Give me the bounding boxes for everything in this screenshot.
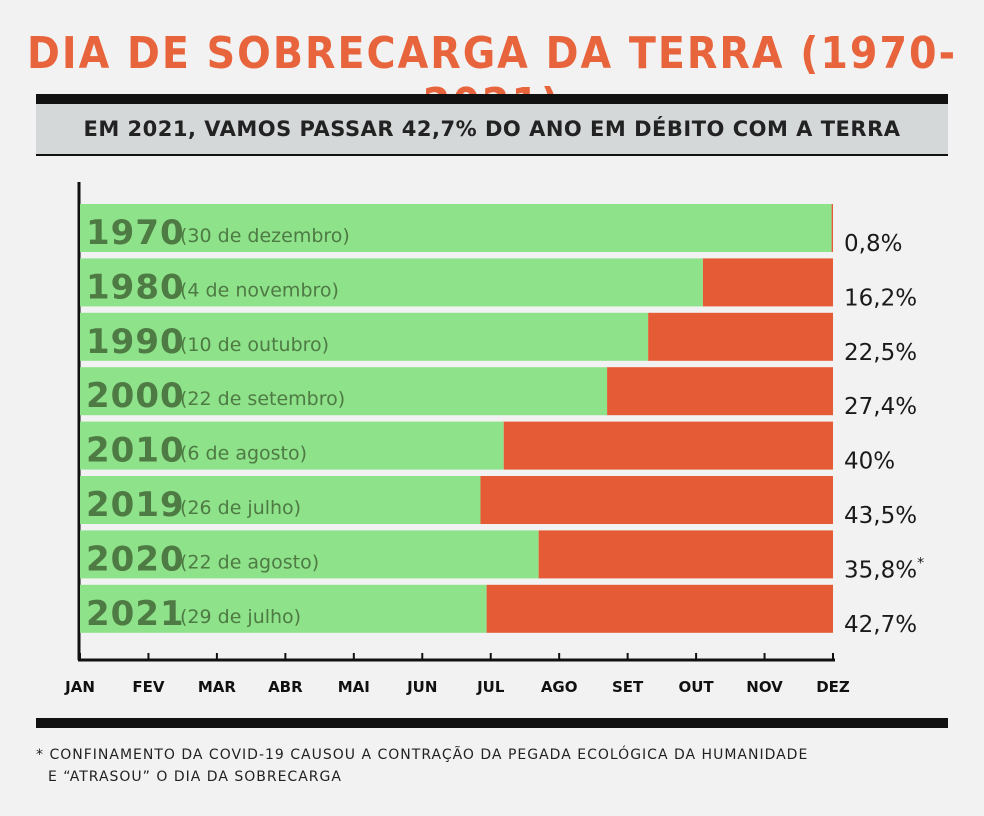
bar-date-label: (4 de novembro) (180, 279, 339, 301)
footnote-mark: * (917, 555, 924, 571)
top-divider (36, 94, 948, 104)
bar-segment-overshoot (607, 367, 833, 416)
x-axis-tick-label: DEZ (816, 678, 850, 696)
bar-year-label: 1980 (86, 267, 185, 307)
bar-segment-overshoot (480, 476, 833, 524)
bar-date-label: (22 de setembro) (180, 388, 345, 410)
bar-year-label: 1970 (86, 213, 185, 253)
chart-subtitle: EM 2021, VAMOS PASSAR 42,7% DO ANO EM DÉ… (83, 117, 901, 141)
x-axis-tick-label: MAI (338, 678, 370, 696)
bar-segment-overshoot (503, 421, 833, 470)
bar-deficit-label: 27,4% (844, 394, 917, 420)
x-axis-tick-label: OUT (679, 678, 715, 696)
bar-segment-before-overshoot (80, 367, 608, 416)
x-axis-tick-label: NOV (746, 678, 783, 696)
bar-segment-overshoot (538, 530, 833, 579)
subtitle-band: EM 2021, VAMOS PASSAR 42,7% DO ANO EM DÉ… (36, 104, 948, 156)
bar-deficit-label: 35,8%* (844, 555, 924, 583)
bar-deficit-label: 0,8% (844, 231, 902, 257)
bar-segment-overshoot (648, 312, 833, 361)
bar-date-label: (26 de julho) (180, 497, 301, 519)
bar-deficit-label: 22,5% (844, 340, 917, 366)
chart-area: 1970(30 de dezembro) 0,8% 1980(4 de novemb… (64, 182, 924, 696)
x-axis-tick-label: MAR (198, 678, 237, 696)
bar-segment-overshoot (486, 584, 833, 633)
x-axis-tick-label: JUN (406, 678, 437, 696)
bar-deficit-label: 16,2% (844, 285, 917, 311)
bar-year-label: 2010 (86, 431, 185, 471)
bar-deficit-label: 43,5% (844, 503, 917, 529)
footnote-line-1: * CONFINAMENTO DA COVID-19 CAUSOU A CONT… (36, 747, 809, 763)
bar-year-label: 2021 (86, 594, 185, 634)
bar-deficit-label: 40% (844, 449, 895, 475)
x-axis-tick-label: AGO (541, 678, 578, 696)
x-axis-tick-label: ABR (268, 678, 303, 696)
bar-date-label: (29 de julho) (180, 606, 301, 628)
bar-segment-before-overshoot (80, 530, 539, 579)
bar-segment-before-overshoot (80, 476, 481, 524)
footnote-line-2: E “ATRASOU” O DIA DA SOBRECARGA (48, 769, 342, 785)
bar-date-label: (10 de outubro) (180, 334, 329, 356)
x-axis-tick-label: SET (612, 678, 644, 696)
bar-segment-before-overshoot (80, 421, 504, 470)
bar-date-label: (22 de agosto) (180, 551, 319, 573)
footnote: * CONFINAMENTO DA COVID-19 CAUSOU A CONT… (36, 744, 936, 788)
bar-deficit-label: 42,7% (844, 612, 917, 638)
x-axis-tick-label: JUL (476, 678, 505, 696)
bottom-divider (36, 718, 948, 728)
bar-year-label: 2020 (86, 539, 185, 579)
bar-segment-overshoot (702, 258, 833, 307)
bar-year-label: 2019 (86, 485, 185, 525)
bar-segment-before-overshoot (80, 312, 649, 361)
bar-year-label: 2000 (86, 376, 185, 416)
bar-date-label: (30 de dezembro) (180, 225, 350, 247)
x-axis-tick-label: FEV (132, 678, 164, 696)
bar-segment-before-overshoot (80, 204, 832, 252)
bar-segment-before-overshoot (80, 258, 703, 307)
bar-segment-overshoot (831, 204, 833, 252)
x-axis-tick-label: JAN (64, 678, 95, 696)
bar-date-label: (6 de agosto) (180, 443, 307, 465)
bar-year-label: 1990 (86, 322, 185, 362)
bar-segment-before-overshoot (80, 584, 487, 633)
